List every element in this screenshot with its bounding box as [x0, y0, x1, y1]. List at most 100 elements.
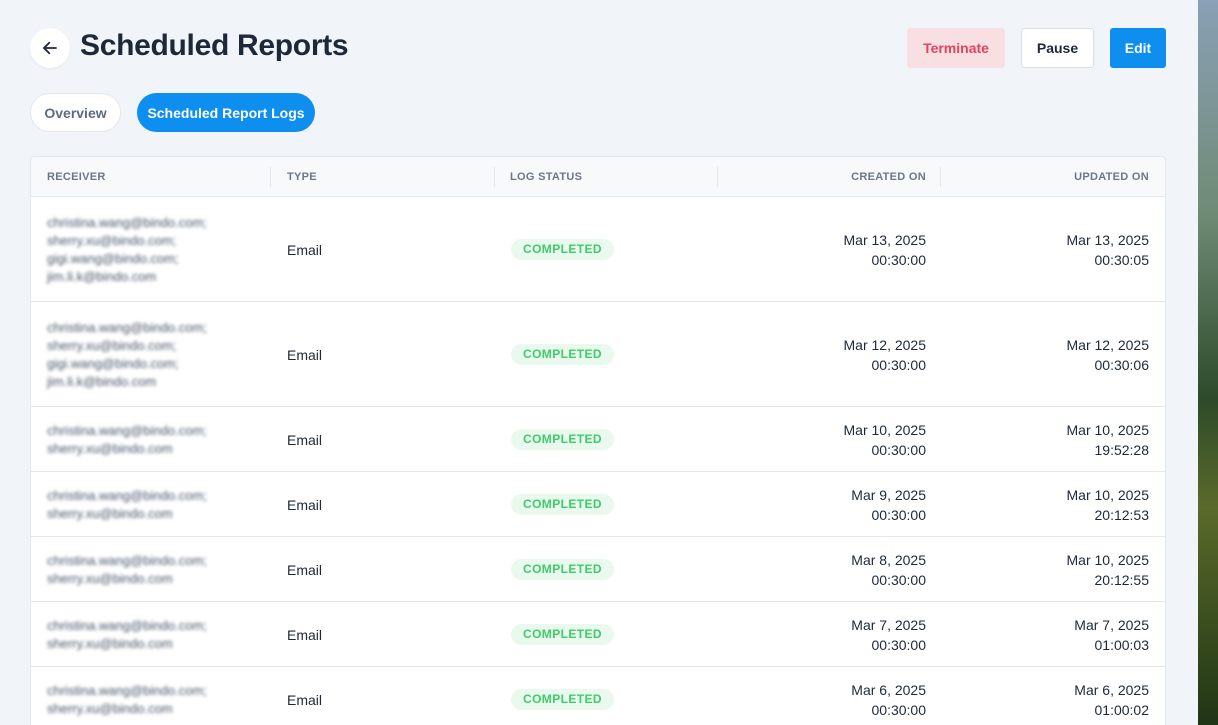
created-on-cell: Mar 8, 2025 00:30:00	[726, 550, 926, 590]
receiver-email: christina.wang@bindo.com;	[47, 215, 207, 230]
tab-scheduled-report-logs[interactable]: Scheduled Report Logs	[137, 93, 315, 132]
column-header-receiver[interactable]: RECEIVER	[47, 171, 106, 183]
receiver-cell: christina.wang@bindo.com; sherry.xu@bindo…	[47, 214, 207, 286]
updated-on-cell: Mar 10, 2025 20:12:55	[949, 550, 1150, 590]
created-on-cell: Mar 12, 2025 00:30:00	[726, 335, 927, 375]
updated-time: 00:30:06	[1094, 357, 1150, 373]
created-on-cell: Mar 10, 2025 00:30:00	[726, 420, 927, 460]
column-divider	[940, 167, 941, 187]
receiver-email: gigi.wang@bindo.com;	[47, 356, 179, 371]
table-row[interactable]: christina.wang@bindo.com; sherry.xu@bindo…	[31, 472, 1165, 537]
created-time: 00:30:00	[871, 702, 927, 718]
arrow-left-icon	[43, 41, 57, 55]
receiver-email: sherry.xu@bindo.com	[47, 701, 173, 716]
receiver-cell: christina.wang@bindo.com; sherry.xu@bindo…	[47, 319, 207, 391]
column-divider	[270, 167, 271, 187]
updated-on-cell: Mar 6, 2025 01:00:02	[949, 680, 1149, 720]
type-cell: Email	[287, 347, 323, 363]
column-header-created-on[interactable]: CREATED ON	[851, 171, 926, 183]
receiver-email: christina.wang@bindo.com;	[47, 683, 207, 698]
created-on-cell: Mar 6, 2025 00:30:00	[726, 680, 926, 720]
table-row[interactable]: christina.wang@bindo.com; sherry.xu@bindo…	[31, 602, 1165, 667]
created-time: 00:30:00	[871, 357, 927, 373]
created-on-cell: Mar 13, 2025 00:30:00	[726, 230, 927, 270]
updated-time: 00:30:05	[1094, 252, 1150, 268]
receiver-email: christina.wang@bindo.com;	[47, 553, 207, 568]
updated-time: 01:00:03	[1094, 637, 1150, 653]
updated-date: Mar 6, 2025	[1074, 682, 1149, 698]
updated-date: Mar 10, 2025	[1066, 552, 1150, 568]
terminate-button[interactable]: Terminate	[907, 28, 1005, 68]
column-header-updated-on[interactable]: UPDATED ON	[1074, 171, 1149, 183]
edit-button[interactable]: Edit	[1110, 28, 1166, 68]
tab-bar: Overview Scheduled Report Logs	[30, 93, 315, 132]
status-badge: COMPLETED	[511, 559, 614, 580]
table-body: christina.wang@bindo.com; sherry.xu@bindo…	[31, 197, 1165, 725]
receiver-email: christina.wang@bindo.com;	[47, 423, 207, 438]
table-row[interactable]: christina.wang@bindo.com; sherry.xu@bindo…	[31, 407, 1165, 472]
receiver-cell: christina.wang@bindo.com; sherry.xu@bindo…	[47, 422, 207, 458]
receiver-email: jim.li.k@bindo.com	[47, 269, 157, 284]
column-divider	[717, 167, 718, 187]
created-time: 00:30:00	[871, 252, 927, 268]
created-time: 00:30:00	[871, 442, 927, 458]
created-on-cell: Mar 9, 2025 00:30:00	[726, 485, 926, 525]
updated-date: Mar 7, 2025	[1074, 617, 1149, 633]
type-cell: Email	[287, 432, 323, 448]
updated-time: 01:00:02	[1094, 702, 1150, 718]
table-row[interactable]: christina.wang@bindo.com; sherry.xu@bindo…	[31, 537, 1165, 602]
created-date: Mar 8, 2025	[851, 552, 926, 568]
receiver-cell: christina.wang@bindo.com; sherry.xu@bindo…	[47, 552, 207, 588]
updated-on-cell: Mar 12, 2025 00:30:06	[949, 335, 1150, 375]
updated-date: Mar 13, 2025	[1066, 232, 1150, 248]
type-cell: Email	[287, 692, 323, 708]
receiver-email: sherry.xu@bindo.com	[47, 571, 173, 586]
receiver-email: gigi.wang@bindo.com;	[47, 251, 179, 266]
column-header-type[interactable]: TYPE	[287, 171, 317, 183]
status-badge: COMPLETED	[511, 494, 614, 515]
type-cell: Email	[287, 242, 323, 258]
created-time: 00:30:00	[871, 637, 927, 653]
table-row[interactable]: christina.wang@bindo.com; sherry.xu@bindo…	[31, 667, 1165, 725]
pause-button[interactable]: Pause	[1021, 28, 1094, 68]
type-cell: Email	[287, 627, 323, 643]
receiver-email: sherry.xu@bindo.com;	[47, 233, 177, 248]
updated-date: Mar 10, 2025	[1066, 422, 1150, 438]
created-date: Mar 13, 2025	[843, 232, 927, 248]
type-cell: Email	[287, 562, 323, 578]
logs-table: RECEIVER TYPE LOG STATUS CREATED ON UPDA…	[30, 156, 1166, 725]
type-cell: Email	[287, 497, 323, 513]
status-badge: COMPLETED	[511, 689, 614, 710]
receiver-cell: christina.wang@bindo.com; sherry.xu@bindo…	[47, 617, 207, 653]
receiver-email: jim.li.k@bindo.com	[47, 374, 157, 389]
table-header: RECEIVER TYPE LOG STATUS CREATED ON UPDA…	[31, 157, 1165, 197]
created-date: Mar 12, 2025	[843, 337, 927, 353]
receiver-email: christina.wang@bindo.com;	[47, 618, 207, 633]
status-badge: COMPLETED	[511, 344, 614, 365]
updated-on-cell: Mar 10, 2025 20:12:53	[949, 485, 1150, 525]
table-row[interactable]: christina.wang@bindo.com; sherry.xu@bindo…	[31, 302, 1165, 407]
updated-date: Mar 10, 2025	[1066, 487, 1150, 503]
updated-time: 20:12:53	[1094, 507, 1150, 523]
receiver-cell: christina.wang@bindo.com; sherry.xu@bindo…	[47, 487, 207, 523]
receiver-email: sherry.xu@bindo.com	[47, 441, 173, 456]
background-photo-edge	[1198, 0, 1218, 725]
updated-time: 20:12:55	[1094, 572, 1150, 588]
updated-on-cell: Mar 10, 2025 19:52:28	[949, 420, 1150, 460]
created-on-cell: Mar 7, 2025 00:30:00	[726, 615, 926, 655]
updated-date: Mar 12, 2025	[1066, 337, 1150, 353]
receiver-cell: christina.wang@bindo.com; sherry.xu@bindo…	[47, 682, 207, 718]
status-badge: COMPLETED	[511, 429, 614, 450]
table-row[interactable]: christina.wang@bindo.com; sherry.xu@bindo…	[31, 197, 1165, 302]
created-date: Mar 6, 2025	[851, 682, 926, 698]
created-time: 00:30:00	[871, 572, 927, 588]
updated-on-cell: Mar 13, 2025 00:30:05	[949, 230, 1150, 270]
created-time: 00:30:00	[871, 507, 927, 523]
header-actions: Terminate Pause Edit	[907, 28, 1166, 68]
tab-overview[interactable]: Overview	[30, 93, 121, 132]
created-date: Mar 10, 2025	[843, 422, 927, 438]
back-button[interactable]	[30, 28, 70, 68]
column-header-log-status[interactable]: LOG STATUS	[510, 171, 583, 183]
updated-time: 19:52:28	[1094, 442, 1150, 458]
status-badge: COMPLETED	[511, 624, 614, 645]
